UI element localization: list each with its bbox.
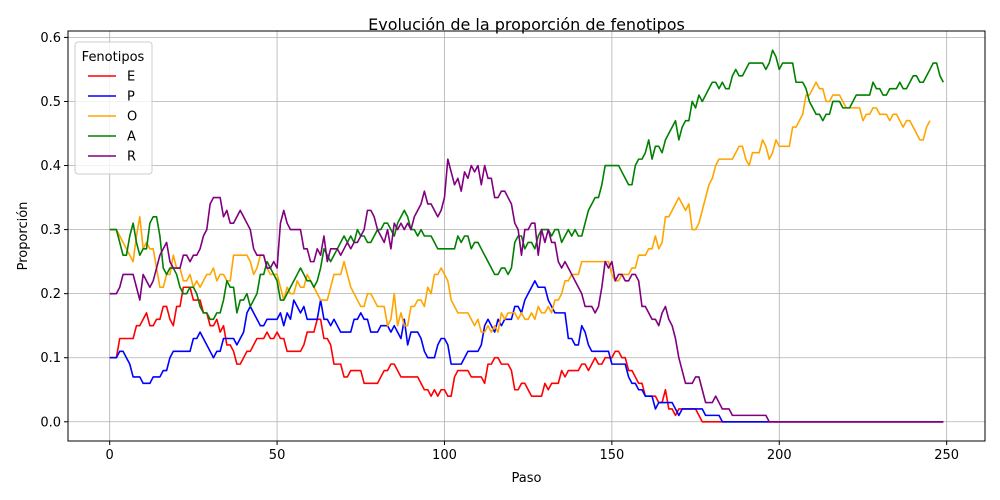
y-tick-label: 0.4 — [40, 159, 61, 174]
series-lines — [109, 49, 945, 423]
y-tick-label: 0.2 — [40, 287, 61, 302]
x-tick-label: 150 — [599, 448, 624, 463]
series-line-p — [109, 280, 944, 423]
y-tick-label: 0.5 — [40, 95, 61, 110]
x-tick-label: 200 — [767, 448, 792, 463]
chart-title: Evolución de la proporción de fenotipos — [368, 15, 685, 34]
y-axis-title: Proporción — [16, 202, 31, 271]
legend-title: Fenotipos — [82, 50, 145, 65]
legend-label-e: E — [127, 70, 135, 85]
axes: 0 50 100 150 200 250 0.0 0.1 0.2 0.3 0.4 0.5 0.6 — [40, 31, 959, 463]
plot-frame — [67, 30, 986, 442]
y-tick-label: 0.1 — [40, 351, 61, 366]
series-line-o — [109, 81, 931, 333]
x-tick-label: 0 — [106, 448, 114, 463]
legend-label-p: P — [127, 90, 135, 105]
legend-box — [74, 41, 153, 175]
legend-label-a: A — [127, 130, 136, 145]
legend-label-r: R — [127, 150, 136, 165]
y-tick-label: 0.3 — [40, 223, 61, 238]
x-tick-label: 250 — [934, 448, 959, 463]
y-tick-label: 0.0 — [40, 415, 61, 430]
x-axis-title: Paso — [512, 471, 542, 486]
series-line-a — [109, 49, 945, 321]
series-line-r — [109, 158, 944, 423]
x-tick-label: 100 — [432, 448, 457, 463]
x-tick-label: 50 — [269, 448, 286, 463]
legend-label-o: O — [127, 110, 137, 125]
y-tick-label: 0.6 — [40, 31, 61, 46]
